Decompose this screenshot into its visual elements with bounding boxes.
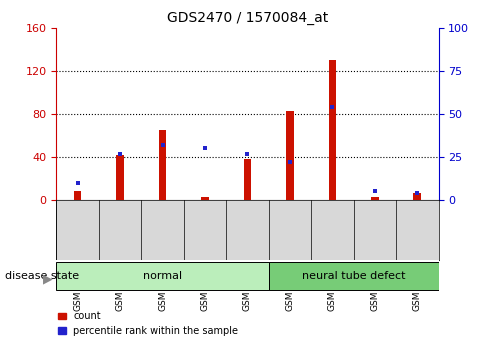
Point	[414, 190, 421, 196]
Bar	[159, 130, 166, 200]
Text: normal: normal	[143, 271, 182, 281]
Point	[74, 180, 81, 186]
Text: disease state: disease state	[5, 271, 79, 281]
Text: neural tube defect: neural tube defect	[302, 271, 405, 281]
Title: GDS2470 / 1570084_at: GDS2470 / 1570084_at	[167, 11, 328, 25]
Point	[159, 142, 167, 148]
Point	[116, 151, 124, 156]
Bar	[329, 60, 336, 200]
Bar	[201, 197, 209, 200]
Bar	[244, 159, 251, 200]
Bar	[414, 193, 421, 200]
Bar	[371, 197, 379, 200]
Point	[201, 146, 209, 151]
Legend: count, percentile rank within the sample: count, percentile rank within the sample	[54, 307, 242, 340]
Bar	[116, 155, 124, 200]
Bar	[74, 191, 81, 200]
Bar	[286, 111, 294, 200]
FancyBboxPatch shape	[56, 262, 269, 290]
Text: ▶: ▶	[43, 273, 53, 286]
Point	[328, 104, 336, 110]
Point	[371, 189, 379, 194]
Point	[286, 159, 294, 165]
Point	[244, 151, 251, 156]
FancyBboxPatch shape	[269, 262, 439, 290]
